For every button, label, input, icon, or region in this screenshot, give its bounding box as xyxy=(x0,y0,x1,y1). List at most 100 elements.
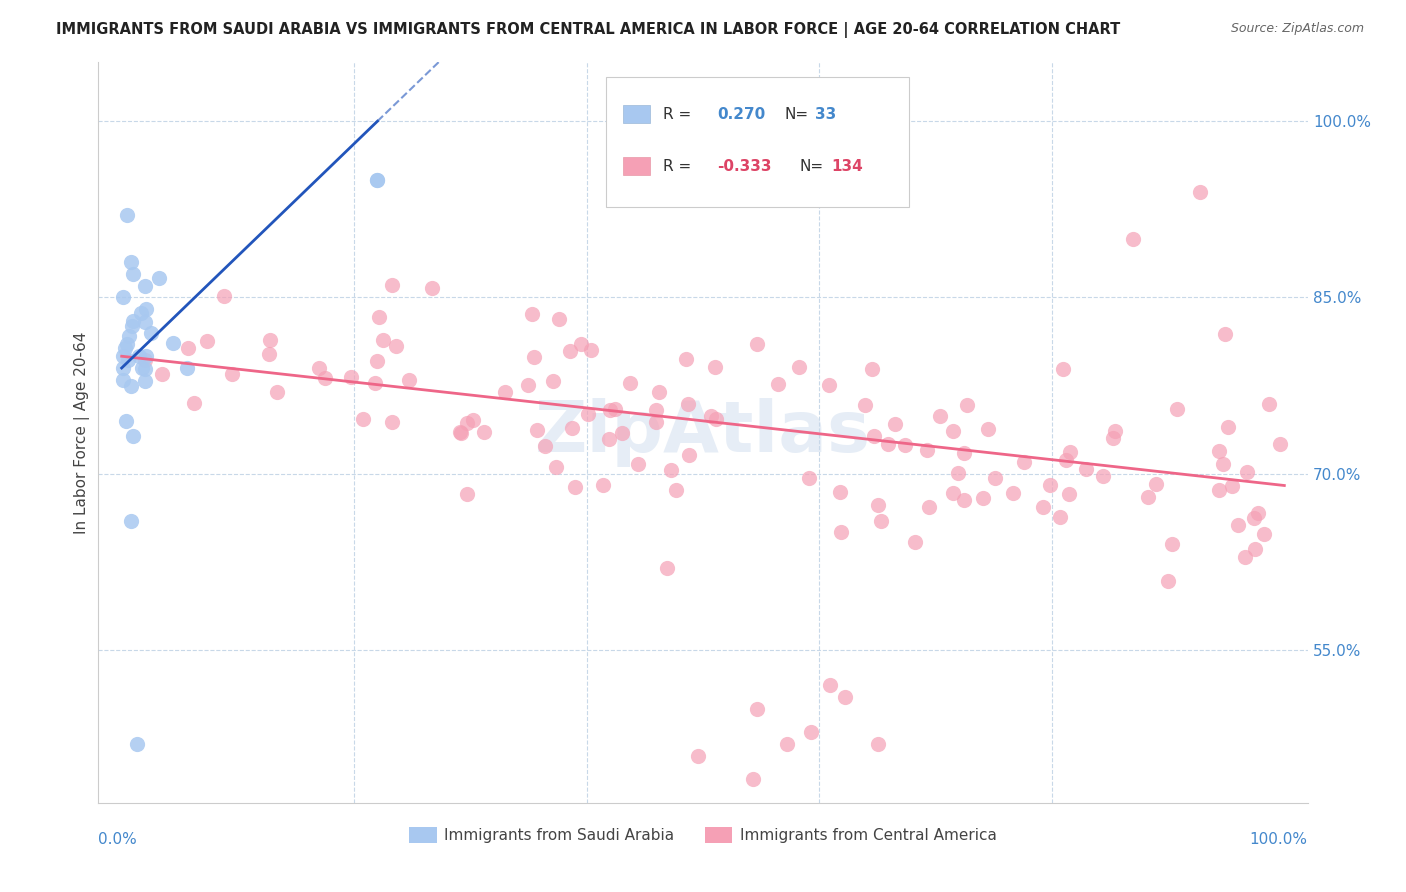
Point xyxy=(1049,509,1071,524)
Text: ZipAtlas: ZipAtlas xyxy=(536,398,870,467)
Point xyxy=(134,352,156,367)
Point xyxy=(1208,483,1230,497)
Point xyxy=(1208,444,1230,458)
Point xyxy=(112,361,135,376)
Point xyxy=(745,337,768,351)
Text: N=: N= xyxy=(800,159,824,174)
Point xyxy=(1092,468,1115,483)
Point xyxy=(1213,327,1236,342)
Point xyxy=(117,208,139,222)
Point xyxy=(953,446,976,460)
Point xyxy=(494,384,516,399)
Point xyxy=(449,425,471,439)
Point xyxy=(1166,402,1188,417)
FancyBboxPatch shape xyxy=(623,105,650,123)
Point xyxy=(176,361,198,376)
Point xyxy=(398,372,420,386)
Text: N=: N= xyxy=(785,107,808,122)
Point xyxy=(598,432,620,446)
Y-axis label: In Labor Force | Age 20-64: In Labor Force | Age 20-64 xyxy=(75,332,90,533)
Point xyxy=(644,415,666,429)
Point xyxy=(830,525,852,540)
Point xyxy=(1216,419,1239,434)
Point xyxy=(115,337,138,351)
Point xyxy=(111,290,134,304)
Point xyxy=(259,334,281,348)
Point xyxy=(860,362,883,376)
Point xyxy=(578,407,600,421)
Point xyxy=(1156,574,1178,588)
Point xyxy=(870,514,893,528)
Point xyxy=(115,414,138,428)
Point xyxy=(1122,232,1144,246)
Point xyxy=(121,318,143,333)
Point xyxy=(1257,397,1279,411)
Text: 0.270: 0.270 xyxy=(717,107,766,122)
Point xyxy=(366,354,388,368)
Point xyxy=(686,748,709,763)
Point xyxy=(766,376,789,391)
Point xyxy=(1188,185,1211,199)
Text: Source: ZipAtlas.com: Source: ZipAtlas.com xyxy=(1230,22,1364,36)
Point xyxy=(472,425,495,440)
Point xyxy=(257,347,280,361)
Point xyxy=(797,471,820,485)
Point xyxy=(117,353,139,368)
Point xyxy=(579,343,602,358)
Point xyxy=(134,315,156,329)
Point xyxy=(340,370,363,384)
Point xyxy=(534,439,557,453)
Point xyxy=(1234,549,1257,564)
Point xyxy=(122,428,145,442)
Point xyxy=(384,339,406,353)
Point xyxy=(114,342,136,356)
Point xyxy=(266,385,288,400)
Point xyxy=(834,690,856,704)
Point xyxy=(1247,506,1270,520)
Point xyxy=(134,362,156,376)
Point xyxy=(612,425,634,440)
Point xyxy=(742,772,765,787)
Point xyxy=(1226,518,1249,533)
Point xyxy=(1253,527,1275,541)
Point xyxy=(120,514,142,528)
Point xyxy=(456,487,478,501)
Point xyxy=(915,442,938,457)
Point xyxy=(1104,424,1126,438)
Point xyxy=(1236,465,1258,479)
Point xyxy=(853,398,876,412)
Point xyxy=(929,409,952,423)
Point xyxy=(876,437,898,451)
Point xyxy=(1057,487,1080,501)
Text: 33: 33 xyxy=(815,107,837,122)
Point xyxy=(946,467,969,481)
Point xyxy=(1212,457,1234,471)
Point xyxy=(1059,444,1081,458)
Point xyxy=(546,459,568,474)
Point xyxy=(1102,431,1125,445)
Point xyxy=(1144,477,1167,491)
Point xyxy=(704,412,727,426)
Point xyxy=(111,349,134,363)
Point xyxy=(366,173,388,187)
Point xyxy=(1054,452,1077,467)
Point xyxy=(820,678,842,692)
Point xyxy=(162,335,184,350)
Point xyxy=(884,417,907,432)
Point xyxy=(381,416,404,430)
Point xyxy=(221,367,243,381)
Point xyxy=(128,349,150,363)
Point xyxy=(942,425,965,439)
Point xyxy=(984,471,1007,485)
Point xyxy=(787,360,810,375)
Point xyxy=(1243,510,1265,524)
Text: IMMIGRANTS FROM SAUDI ARABIA VS IMMIGRANTS FROM CENTRAL AMERICA IN LABOR FORCE |: IMMIGRANTS FROM SAUDI ARABIA VS IMMIGRAN… xyxy=(56,22,1121,38)
Point xyxy=(456,416,478,430)
Point xyxy=(148,270,170,285)
Text: -0.333: -0.333 xyxy=(717,159,772,174)
Point xyxy=(675,351,697,366)
Point xyxy=(366,173,388,187)
Point xyxy=(122,267,145,281)
Point xyxy=(558,343,581,358)
Point xyxy=(120,255,142,269)
